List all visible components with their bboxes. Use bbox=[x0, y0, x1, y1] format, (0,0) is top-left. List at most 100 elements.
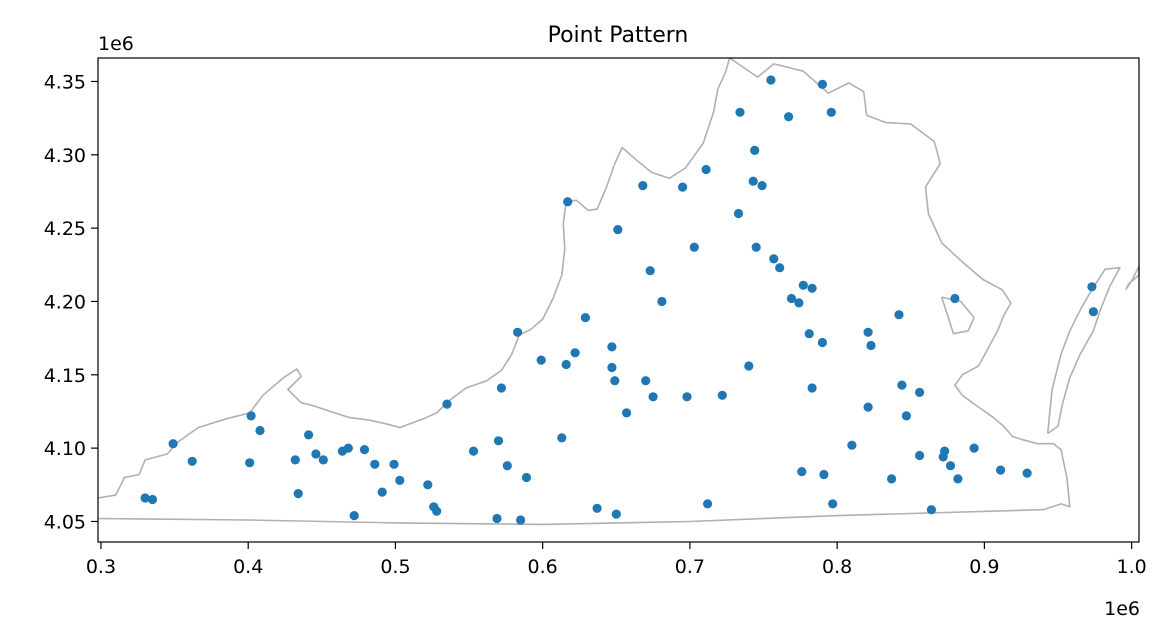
data-point bbox=[561, 359, 571, 370]
y-tick-label: 4.35 bbox=[44, 71, 86, 93]
points-layer bbox=[140, 75, 1098, 525]
data-point bbox=[701, 164, 711, 175]
data-point bbox=[140, 493, 150, 503]
data-point bbox=[432, 506, 442, 516]
data-point bbox=[580, 313, 591, 323]
data-point bbox=[748, 176, 758, 186]
data-point bbox=[610, 376, 620, 386]
data-point bbox=[311, 449, 321, 459]
data-point bbox=[638, 181, 648, 191]
data-point bbox=[187, 456, 197, 466]
data-point bbox=[717, 390, 727, 400]
x-axis-ticks: 0.3 0.4 0.5 0.6 0.7 0.8 0.9 1.0 bbox=[86, 542, 1147, 578]
data-point bbox=[969, 443, 979, 453]
data-point bbox=[370, 459, 380, 469]
region-outline bbox=[1124, 265, 1140, 291]
data-point bbox=[622, 408, 632, 418]
y-tick-label: 4.20 bbox=[44, 291, 86, 313]
data-point bbox=[887, 474, 897, 484]
x-tick-label: 0.9 bbox=[969, 556, 999, 578]
data-point bbox=[750, 145, 760, 155]
data-point bbox=[953, 474, 963, 484]
data-point bbox=[563, 197, 573, 207]
data-point bbox=[147, 494, 158, 505]
data-point bbox=[926, 505, 937, 515]
data-point bbox=[775, 263, 785, 273]
x-tick-label: 0.3 bbox=[86, 556, 116, 578]
data-point bbox=[940, 446, 950, 456]
data-point bbox=[817, 337, 828, 348]
y-tick-label: 4.30 bbox=[44, 145, 86, 167]
x-tick-label: 0.8 bbox=[822, 556, 852, 578]
x-tick-label: 0.6 bbox=[528, 556, 558, 578]
data-point bbox=[645, 266, 655, 276]
data-point bbox=[611, 509, 621, 519]
data-point bbox=[304, 430, 314, 440]
data-point bbox=[492, 513, 502, 524]
y-tick-label: 4.25 bbox=[44, 218, 86, 240]
data-point bbox=[648, 392, 658, 402]
region-outline bbox=[1046, 266, 1121, 435]
data-point bbox=[513, 327, 523, 337]
x-tick-label: 0.4 bbox=[233, 556, 263, 578]
data-point bbox=[468, 446, 479, 456]
y-tick-label: 4.10 bbox=[44, 438, 86, 460]
data-point bbox=[318, 455, 328, 465]
data-point bbox=[168, 439, 178, 449]
data-point bbox=[784, 112, 794, 122]
data-point bbox=[735, 107, 745, 117]
data-point bbox=[1088, 307, 1098, 317]
data-point bbox=[246, 411, 256, 421]
data-point bbox=[766, 75, 776, 85]
data-point bbox=[817, 79, 828, 89]
data-point bbox=[786, 293, 797, 304]
data-point bbox=[502, 461, 512, 471]
region-outline-layer bbox=[97, 57, 1140, 526]
data-point bbox=[804, 329, 814, 339]
data-point bbox=[607, 362, 617, 373]
data-point bbox=[493, 436, 504, 446]
data-point bbox=[255, 425, 265, 436]
y-tick-label: 4.05 bbox=[44, 511, 86, 533]
data-point bbox=[678, 182, 688, 192]
data-point bbox=[807, 383, 817, 393]
data-point bbox=[245, 458, 255, 468]
y-axis-offset-label: 1e6 bbox=[98, 33, 134, 55]
data-point bbox=[657, 296, 667, 307]
data-point bbox=[359, 445, 370, 455]
data-point bbox=[496, 383, 506, 393]
data-point bbox=[592, 503, 602, 513]
data-point bbox=[807, 283, 817, 293]
data-point bbox=[423, 480, 433, 490]
data-point bbox=[442, 399, 452, 409]
data-point bbox=[798, 280, 808, 290]
data-point bbox=[293, 489, 303, 499]
data-point bbox=[689, 242, 699, 252]
region-outline bbox=[940, 296, 975, 335]
data-point bbox=[950, 293, 960, 304]
data-point bbox=[826, 107, 836, 117]
data-point bbox=[847, 440, 857, 450]
y-tick-label: 4.15 bbox=[44, 365, 86, 387]
data-point bbox=[828, 499, 838, 509]
data-point bbox=[915, 450, 925, 461]
data-point bbox=[557, 433, 567, 443]
x-tick-label: 0.5 bbox=[380, 556, 410, 578]
x-tick-label: 0.7 bbox=[675, 556, 705, 578]
data-point bbox=[733, 208, 744, 219]
data-point bbox=[819, 469, 829, 480]
data-point bbox=[751, 242, 761, 252]
data-point bbox=[536, 355, 546, 365]
data-point bbox=[1022, 468, 1032, 478]
data-point bbox=[395, 475, 405, 485]
data-point bbox=[945, 461, 956, 471]
data-point bbox=[794, 298, 804, 308]
data-point bbox=[349, 510, 359, 521]
data-point bbox=[996, 465, 1006, 475]
data-point bbox=[901, 411, 912, 421]
data-point bbox=[682, 392, 692, 402]
data-point bbox=[744, 361, 754, 371]
data-point bbox=[863, 402, 873, 412]
data-point bbox=[897, 380, 907, 390]
